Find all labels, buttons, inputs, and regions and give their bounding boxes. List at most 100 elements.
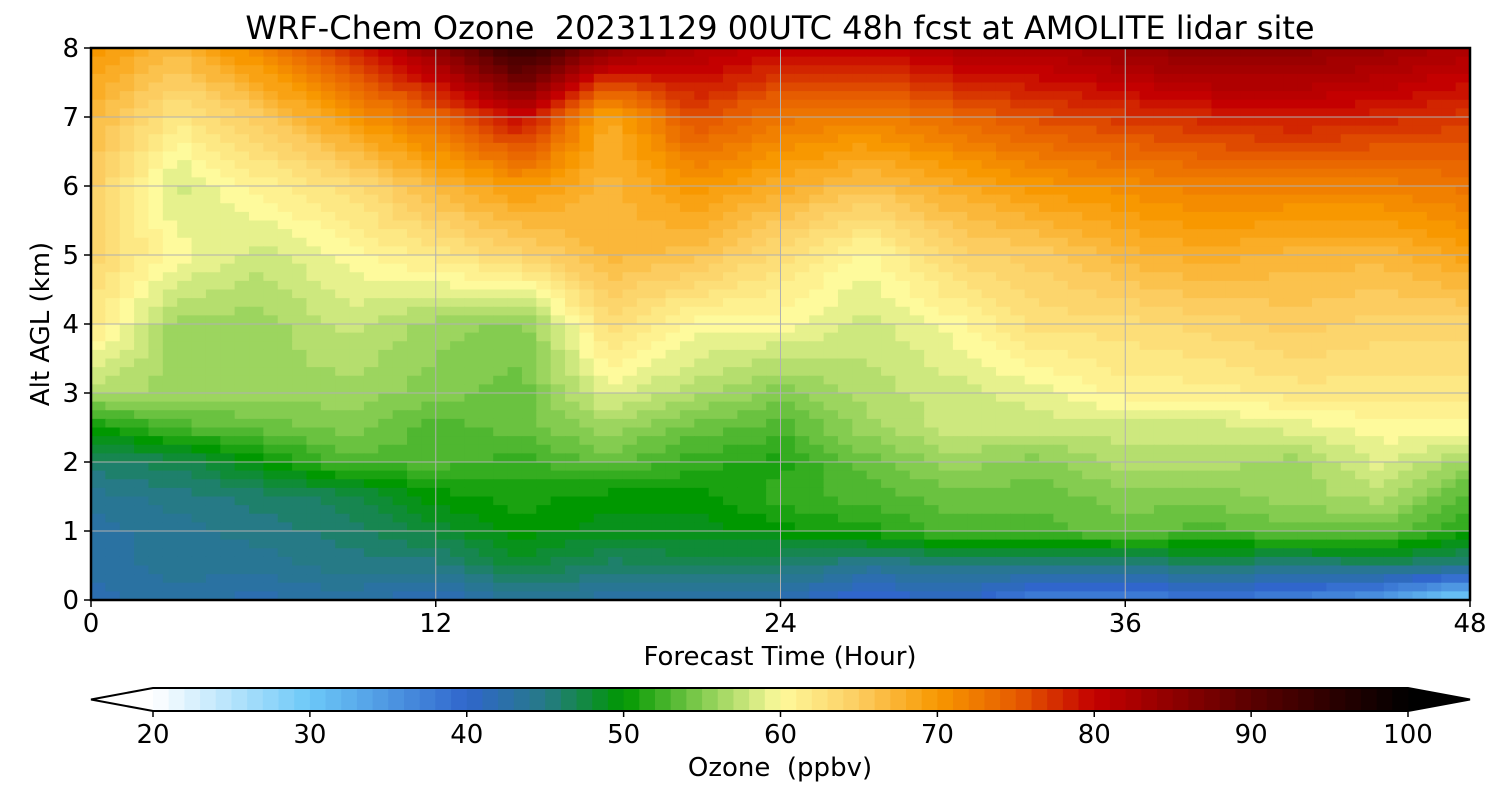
heat-cell <box>1039 436 1055 446</box>
heat-cell <box>478 237 494 247</box>
heat-cell <box>881 117 897 127</box>
heat-cell <box>665 125 681 135</box>
heat-cell <box>478 56 494 66</box>
heat-cell <box>105 65 121 75</box>
heat-cell <box>220 462 236 472</box>
heat-cell <box>493 393 509 403</box>
heat-cell <box>1441 48 1457 58</box>
heat-cell <box>1297 211 1313 222</box>
heat-cell <box>794 332 810 342</box>
heat-cell <box>1240 177 1256 187</box>
heat-cell <box>1297 134 1313 144</box>
heat-cell <box>550 48 566 58</box>
heat-cell <box>205 444 221 454</box>
heat-cell <box>766 255 782 265</box>
heat-cell <box>823 401 839 411</box>
heat-cell <box>1369 211 1385 222</box>
heat-cell <box>593 186 609 196</box>
heat-cell <box>1326 65 1342 75</box>
heat-cell <box>981 280 997 291</box>
heat-cell <box>105 117 121 127</box>
heat-cell <box>1024 194 1040 204</box>
heat-cell <box>191 462 207 472</box>
heat-cell <box>421 367 437 377</box>
heat-cell <box>1053 315 1069 325</box>
heat-cell <box>1426 48 1442 58</box>
heat-cell <box>1197 255 1213 265</box>
heat-cell <box>1067 117 1083 127</box>
heat-cell <box>608 470 624 480</box>
heat-cell <box>1326 56 1342 66</box>
heat-cell <box>679 65 695 75</box>
heat-cell <box>1340 375 1356 385</box>
heat-cell <box>866 332 882 342</box>
heat-cell <box>191 479 207 489</box>
heat-cell <box>363 125 379 135</box>
heat-cell <box>636 255 652 265</box>
heat-cell <box>924 82 940 92</box>
heat-cell <box>1168 134 1184 144</box>
heat-cell <box>292 160 308 170</box>
heat-cell <box>1311 280 1327 291</box>
heat-cell <box>1297 367 1313 377</box>
heat-cell <box>464 177 480 187</box>
heat-cell <box>1383 280 1399 291</box>
heat-cell <box>1039 117 1055 127</box>
heat-cell <box>1024 444 1040 454</box>
heat-cell <box>1297 306 1313 316</box>
heat-cell <box>421 117 437 127</box>
heat-cell <box>191 125 207 135</box>
heat-cell <box>119 65 135 75</box>
heat-cell <box>1024 289 1040 299</box>
heat-cell <box>320 280 336 291</box>
heat-cell <box>1096 401 1112 411</box>
heat-cell <box>909 453 925 463</box>
heat-cell <box>780 470 796 480</box>
heat-cell <box>1067 177 1083 187</box>
heat-cell <box>191 375 207 385</box>
heat-cell <box>866 203 882 213</box>
heat-cell <box>1153 479 1169 489</box>
heat-cell <box>320 410 336 420</box>
heat-cell <box>1153 117 1169 127</box>
heat-cell <box>148 255 164 265</box>
heat-cell <box>277 418 293 429</box>
heat-cell <box>1168 220 1184 230</box>
heat-cell <box>636 418 652 429</box>
heat-cell <box>119 427 135 437</box>
heat-cell <box>895 401 911 411</box>
heat-cell <box>967 418 983 429</box>
heat-cell <box>249 332 264 342</box>
heat-cell <box>1153 65 1169 75</box>
heat-cell <box>421 108 437 118</box>
heat-cell <box>421 194 437 204</box>
heat-cell <box>1311 56 1327 66</box>
heat-cell <box>1197 246 1213 256</box>
heat-cell <box>579 65 595 75</box>
heat-cell <box>205 349 221 360</box>
heat-cell <box>1240 99 1256 109</box>
heat-cell <box>579 117 595 127</box>
heat-cell <box>924 125 940 135</box>
heat-cell <box>881 427 897 437</box>
heat-cell <box>1225 349 1241 360</box>
heat-cell <box>1455 263 1470 273</box>
heat-cell <box>723 237 738 247</box>
heat-cell <box>536 125 552 135</box>
heat-cell <box>780 151 796 161</box>
heat-cell <box>852 211 868 222</box>
heat-cell <box>1254 160 1270 170</box>
heat-cell <box>234 410 250 420</box>
heat-cell <box>1268 289 1284 299</box>
heat-cell <box>363 203 379 213</box>
heat-cell <box>995 324 1011 334</box>
heat-cell <box>177 272 193 282</box>
heat-cell <box>1153 125 1169 135</box>
heat-cell <box>1355 168 1371 178</box>
heat-cell <box>277 91 293 101</box>
heat-cell <box>694 384 710 394</box>
heat-cell <box>751 48 767 58</box>
heat-cell <box>435 375 451 385</box>
heat-cell <box>1398 462 1414 472</box>
